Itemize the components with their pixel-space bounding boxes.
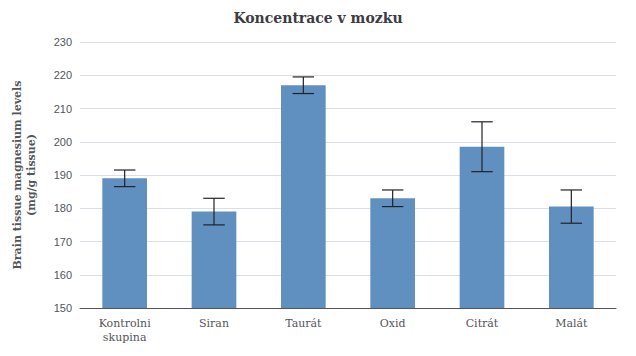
svg-text:Kontrolni: Kontrolni xyxy=(99,317,152,330)
svg-text:170: 170 xyxy=(54,236,72,248)
svg-text:Brain tissue magnesium levels: Brain tissue magnesium levels xyxy=(11,81,24,270)
svg-text:230: 230 xyxy=(54,36,72,48)
svg-text:Taurát: Taurát xyxy=(285,317,322,330)
svg-text:190: 190 xyxy=(54,169,72,181)
svg-text:150: 150 xyxy=(54,302,72,314)
svg-text:180: 180 xyxy=(54,202,72,214)
svg-text:Siran: Siran xyxy=(199,317,229,330)
svg-text:(mg/g tissue): (mg/g tissue) xyxy=(25,134,38,216)
svg-text:Koncentrace v mozku: Koncentrace v mozku xyxy=(233,10,402,26)
svg-text:Malát: Malát xyxy=(555,317,588,330)
svg-text:Citrát: Citrát xyxy=(466,317,499,330)
svg-text:160: 160 xyxy=(54,269,72,281)
svg-text:skupina: skupina xyxy=(103,331,147,344)
svg-text:Oxid: Oxid xyxy=(380,317,406,330)
svg-text:210: 210 xyxy=(54,103,72,115)
svg-text:220: 220 xyxy=(54,69,72,81)
svg-text:200: 200 xyxy=(54,136,72,148)
